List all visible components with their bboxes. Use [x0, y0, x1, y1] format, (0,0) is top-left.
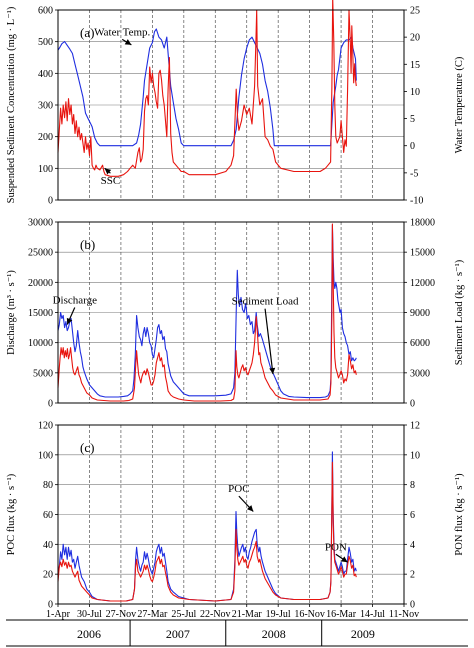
annotation-arrow [264, 308, 274, 375]
year-label: 2008 [262, 627, 286, 641]
ytick-left-label: 600 [38, 6, 53, 17]
xtick-label: 14-Jul [360, 609, 385, 620]
panel-c: 0 20 40 60 80 100 120 0 2 4 6 8 10 12 (c) POC flux (kg … [6, 421, 465, 611]
ytick-left-label: 10000 [28, 338, 53, 349]
ytick-left-label: 60 [43, 510, 53, 521]
ytick-right-label: 4 [410, 540, 415, 551]
xtick-label: 16-Mar [326, 609, 357, 620]
ytick-left-label: 200 [38, 132, 53, 143]
ytick-left-label: 100 [38, 450, 53, 461]
ytick-left-label: 400 [38, 69, 53, 80]
xtick-label: 19-Jul [266, 609, 291, 620]
ytick-right-label: 12000 [410, 278, 435, 289]
panel-a: 0 100 200 300 400 500 600 -10 -5 0 5 10 15 20 25 (a) Sus… [6, 0, 465, 207]
ytick-right-label: 10 [410, 450, 420, 461]
ytick-left-label: 20 [43, 570, 53, 581]
ytick-right-label: 8 [410, 480, 415, 491]
ytick-left-label: 30000 [28, 218, 53, 229]
year-label: 2006 [77, 627, 101, 641]
series-ssc [57, 0, 357, 177]
ytick-right-label: 5 [410, 114, 415, 125]
ytick-right-label: 0 [410, 399, 415, 410]
annotation-label: Sediment Load [232, 296, 299, 308]
xtick-label: 22-Nov [200, 609, 231, 620]
ytick-right-label: 18000 [410, 218, 435, 229]
plot-frame [57, 424, 405, 605]
ytick-right-label: 0 [410, 600, 415, 611]
xtick-label: 1-Apr [46, 609, 71, 620]
ytick-left-label: 80 [43, 480, 53, 491]
ytick-right-label: 2 [410, 570, 415, 581]
ytick-right-label: 15000 [410, 248, 435, 259]
series-poc [57, 451, 357, 602]
x-axis: 1-Apr 30-Jul 27-Nov 27-Mar 25-Jul 22-Nov 21-Ma… [46, 604, 419, 620]
ytick-right-label: 6000 [410, 338, 430, 349]
ytick-right-label: 12 [410, 421, 420, 432]
xtick-label: 27-Mar [137, 609, 168, 620]
arrow-head [246, 505, 254, 512]
panel-label: (a) [80, 25, 94, 40]
ytick-right-label: 3000 [410, 368, 430, 379]
ytick-right-label: 9000 [410, 308, 430, 319]
ytick-left-label: 15000 [28, 308, 53, 319]
ytick-left-label: 0 [48, 600, 53, 611]
series-sediment-load [57, 223, 357, 402]
ytick-right-label: 25 [410, 6, 420, 17]
xtick-label: 25-Jul [171, 609, 196, 620]
ytick-left-label: 20000 [28, 278, 53, 289]
ytick-left-label: 500 [38, 37, 53, 48]
ytick-left-label: 40 [43, 540, 53, 551]
ytick-right-label: 15 [410, 60, 420, 71]
xtick-label: 16-Nov [294, 609, 325, 620]
ylabel-right: Water Temperature (C) [454, 56, 465, 153]
xtick-label: 21-Mar [232, 609, 263, 620]
series-discharge [57, 224, 357, 399]
panel-label: (c) [80, 440, 94, 455]
series-pon [57, 461, 357, 602]
year-label: 2009 [351, 627, 375, 641]
ytick-right-label: 6 [410, 510, 415, 521]
arrow-head [104, 168, 112, 175]
year-bar: 2006 2007 2008 2009 [6, 619, 468, 647]
annotation-label: Discharge [53, 294, 98, 306]
plot-frame [57, 9, 405, 201]
annotation-label: PON [325, 541, 347, 553]
ylabel-right: Sediment Load (kg · s⁻¹) [454, 259, 465, 365]
year-label: 2007 [166, 627, 190, 641]
ytick-left-label: 0 [48, 196, 53, 207]
ylabel-left: Discharge (m³ · s⁻¹) [6, 270, 17, 355]
arrow-head [124, 39, 132, 45]
ylabel-left: Suspended Sediment Concentration (mg · L… [6, 6, 17, 203]
annotation-label: SSC [101, 175, 121, 187]
ytick-left-label: 5000 [33, 368, 53, 379]
panel-label: (b) [80, 237, 95, 252]
ytick-right-label: 0 [410, 141, 415, 152]
arrow-head [66, 317, 73, 325]
ytick-left-label: 0 [48, 399, 53, 410]
ytick-left-label: 100 [38, 164, 53, 175]
xtick-label: 30-Jul [77, 609, 102, 620]
xtick-label: 11-Nov [389, 609, 419, 620]
annotation-label: Water Temp. [94, 26, 150, 38]
panel-b: 0 5000 10000 15000 20000 25000 30000 0 3000 6000 9… [6, 218, 465, 410]
ylabel-right: PON flux (kg · s⁻¹) [454, 473, 465, 556]
ytick-left-label: 25000 [28, 248, 53, 259]
plot-frame [57, 221, 405, 404]
ytick-right-label: 20 [410, 33, 420, 44]
ylabel-left: POC flux (kg · s⁻¹) [6, 473, 17, 555]
ytick-right-label: -10 [410, 196, 423, 207]
arrow-head [269, 367, 276, 375]
ytick-right-label: 10 [410, 87, 420, 98]
ytick-right-label: -5 [410, 168, 418, 179]
ytick-left-label: 300 [38, 101, 53, 112]
series-water-temp [57, 28, 357, 147]
ytick-left-label: 120 [38, 421, 53, 432]
xtick-label: 27-Nov [106, 609, 137, 620]
annotation-label: POC [228, 483, 249, 495]
arrow-head [340, 556, 348, 563]
